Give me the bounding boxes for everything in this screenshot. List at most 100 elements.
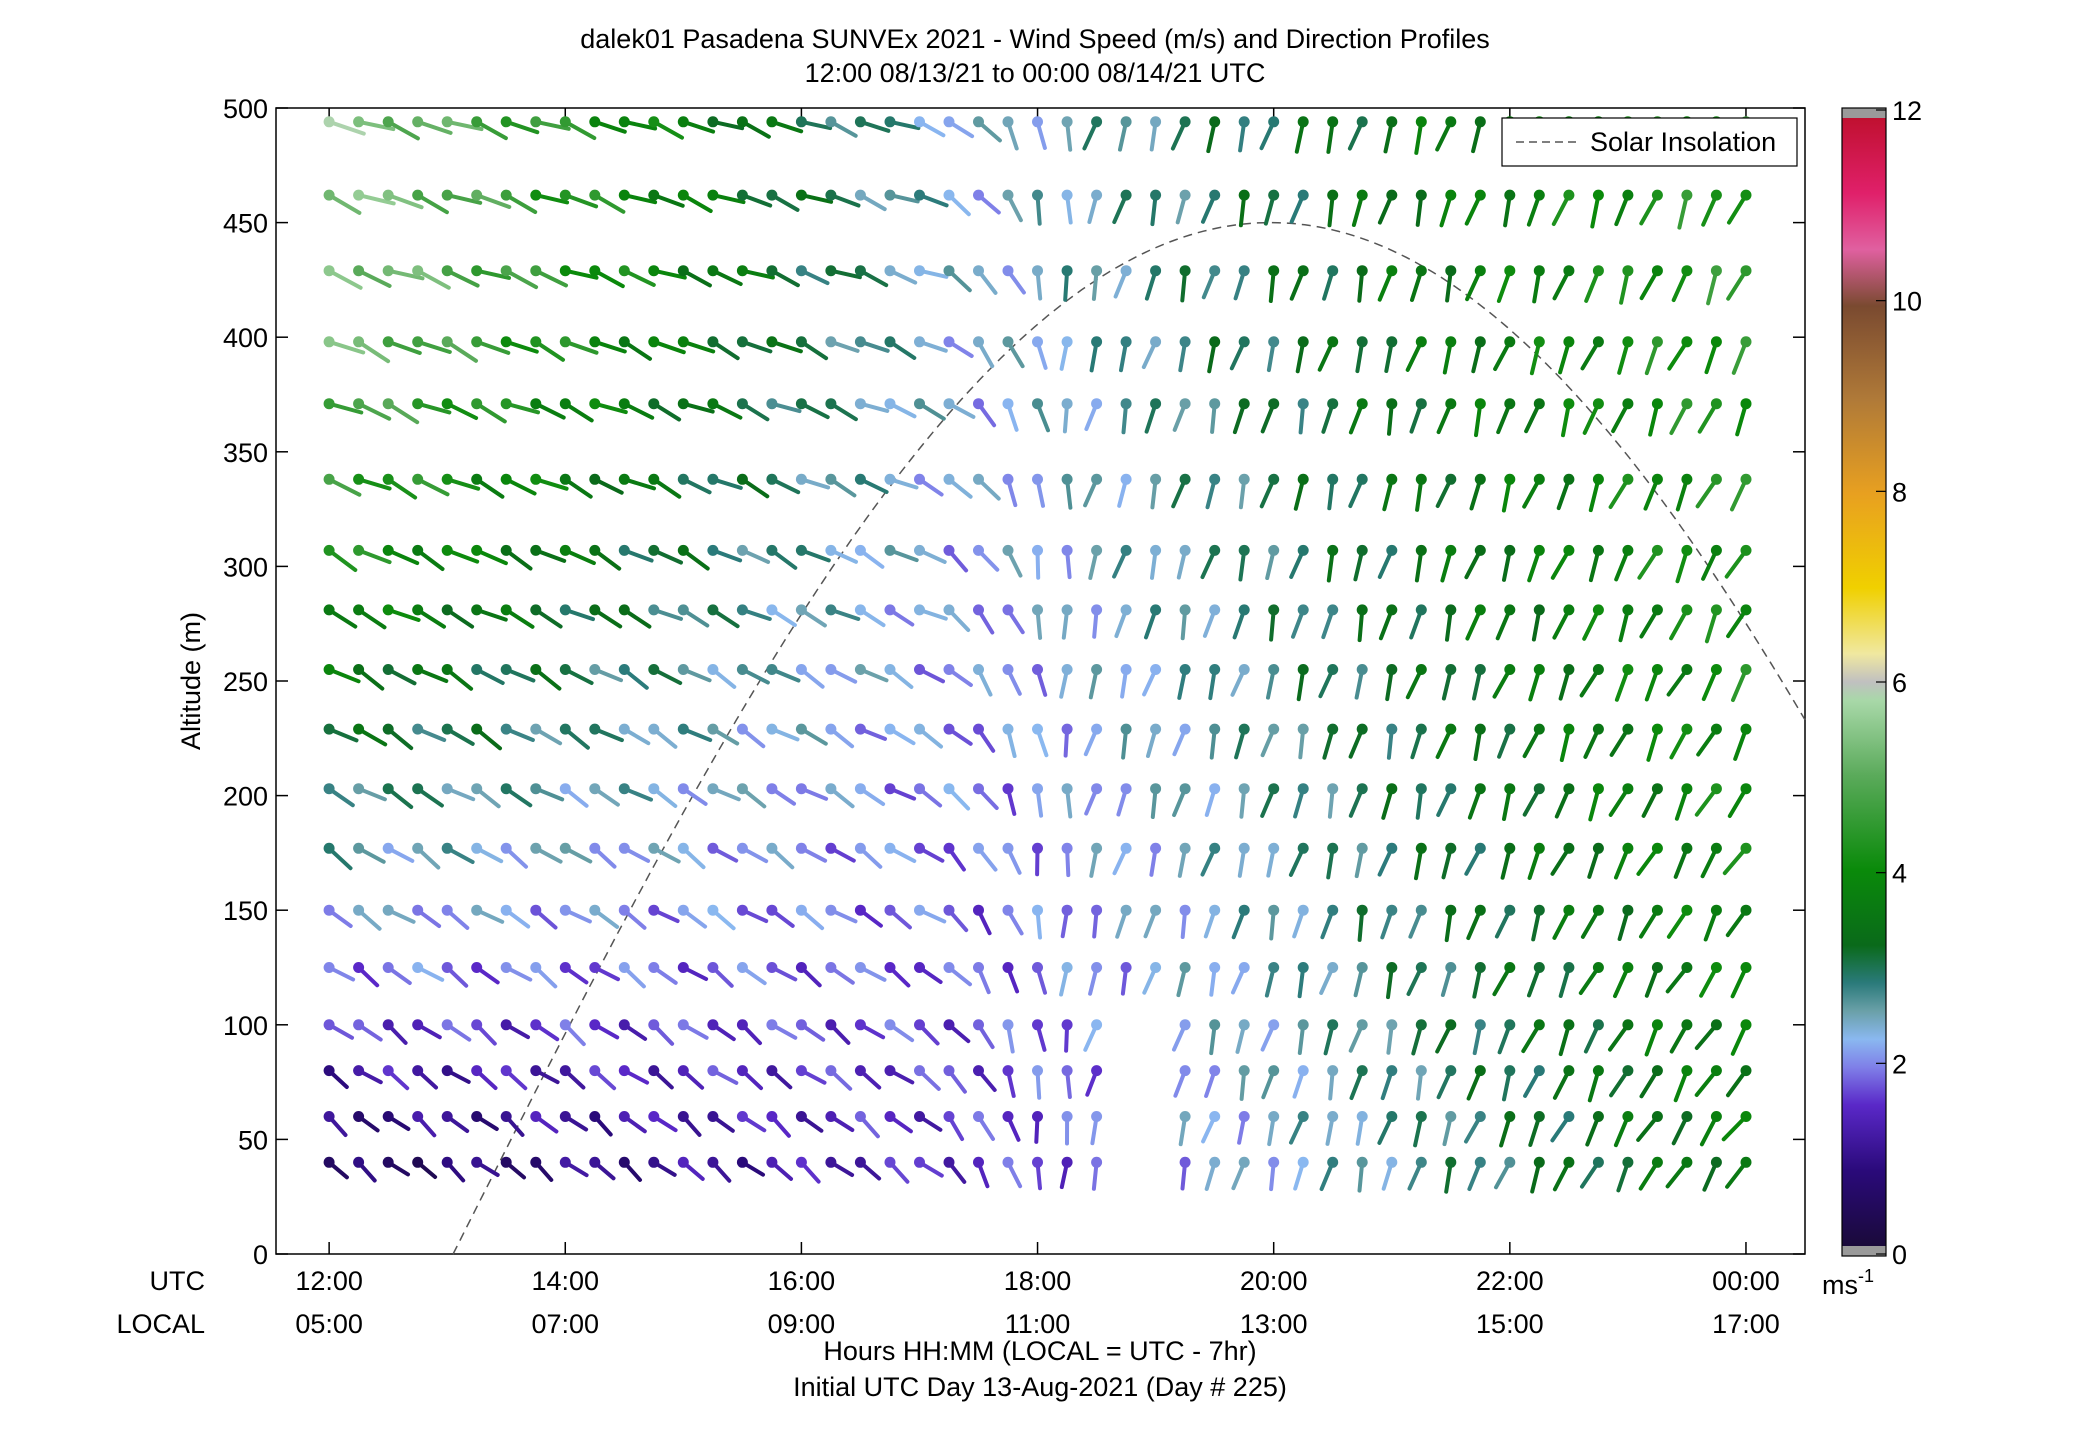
wind-barb-dot <box>737 1065 748 1076</box>
wind-barb-dot <box>1239 843 1250 854</box>
wind-barb-dot <box>353 336 364 347</box>
row-label-local: LOCAL <box>116 1309 205 1339</box>
wind-barb-dot <box>1445 604 1456 615</box>
wind-barb-dot <box>1032 1157 1043 1168</box>
wind-barb-dot <box>678 783 689 794</box>
wind-barb-dot <box>766 336 777 347</box>
wind-barb-dot <box>501 783 512 794</box>
wind-barb-dot <box>1534 843 1545 854</box>
wind-barb-dot <box>442 336 453 347</box>
wind-barb-dot <box>1504 545 1515 556</box>
wind-barb-dot <box>1416 724 1427 735</box>
wind-barb-dot <box>1180 843 1191 854</box>
wind-barb-dot <box>737 545 748 556</box>
wind-barb-dot <box>442 1019 453 1030</box>
wind-barb-dot <box>412 1065 423 1076</box>
wind-barb-dot <box>501 336 512 347</box>
wind-barb-dot <box>1268 664 1279 675</box>
wind-barb-dot <box>619 604 630 615</box>
wind-barb-dot <box>914 664 925 675</box>
wind-barb-dot <box>914 1019 925 1030</box>
wind-barb-dot <box>1741 1111 1752 1122</box>
wind-barb-dot <box>1445 905 1456 916</box>
wind-barb-dot <box>324 474 335 485</box>
y-tick-label: 400 <box>223 323 268 353</box>
wind-barb-dot <box>944 843 955 854</box>
wind-barb-dot <box>1593 905 1604 916</box>
wind-barb-dot <box>1298 1157 1309 1168</box>
wind-barb-dot <box>1445 398 1456 409</box>
wind-barb-dot <box>383 1157 394 1168</box>
wind-barb-dot <box>737 1157 748 1168</box>
wind-barb-dot <box>796 336 807 347</box>
wind-barb-dot <box>855 664 866 675</box>
wind-barb-dot <box>383 664 394 675</box>
wind-barb-dot <box>324 398 335 409</box>
wind-barb-dot <box>1622 724 1633 735</box>
wind-barb-dot <box>648 1019 659 1030</box>
wind-barb-dot <box>1121 474 1132 485</box>
wind-barb-dot <box>1327 1019 1338 1030</box>
wind-barb-dot <box>324 545 335 556</box>
colorbar-unit: ms-1 <box>1822 1266 1874 1300</box>
wind-barb-dot <box>1150 116 1161 127</box>
wind-barb-dot <box>589 905 600 916</box>
wind-barb-dot <box>1209 664 1220 675</box>
x-tick-label-utc: 12:00 <box>295 1266 363 1296</box>
wind-barb-dot <box>1534 905 1545 916</box>
wind-barb-dot <box>737 962 748 973</box>
wind-barb-dot <box>530 116 541 127</box>
wind-barb-dot <box>1741 604 1752 615</box>
wind-barb-dot <box>1741 783 1752 794</box>
wind-barb-dot <box>1062 1019 1073 1030</box>
wind-barb-dot <box>885 783 896 794</box>
wind-barb-dot <box>442 474 453 485</box>
wind-barb-dot <box>1622 265 1633 276</box>
wind-barb-dot <box>1416 783 1427 794</box>
wind-barb-dot <box>796 474 807 485</box>
wind-barb-dot <box>1386 1157 1397 1168</box>
wind-barb-dot <box>1593 783 1604 794</box>
wind-barb-dot <box>1445 724 1456 735</box>
wind-barb-dot <box>1150 336 1161 347</box>
wind-barb-dot <box>1180 336 1191 347</box>
wind-barb-dot <box>324 962 335 973</box>
wind-barb-dot <box>1003 843 1014 854</box>
wind-barb-dot <box>1622 1065 1633 1076</box>
wind-barb-dot <box>1504 190 1515 201</box>
wind-barb-dot <box>973 783 984 794</box>
wind-barb-dot <box>1475 905 1486 916</box>
wind-barb-dot <box>471 265 482 276</box>
wind-barb-dot <box>944 190 955 201</box>
wind-barb-dot <box>1711 1111 1722 1122</box>
wind-barb-dot <box>1150 664 1161 675</box>
wind-barb-dot <box>1091 1065 1102 1076</box>
wind-barb-dot <box>1681 265 1692 276</box>
wind-barb-dot <box>560 116 571 127</box>
wind-barb-dot <box>855 1157 866 1168</box>
wind-barb-dot <box>796 1157 807 1168</box>
wind-barb-dot <box>1563 905 1574 916</box>
wind-barb-dot <box>530 1111 541 1122</box>
wind-barb-dot <box>973 905 984 916</box>
wind-barb-dot <box>619 545 630 556</box>
wind-barb-dot <box>973 116 984 127</box>
wind-barb-dot <box>589 1019 600 1030</box>
wind-barb-dot <box>944 1157 955 1168</box>
wind-barb-dot <box>501 474 512 485</box>
wind-barb-dot <box>825 843 836 854</box>
wind-barb-dot <box>737 604 748 615</box>
wind-barb-dot <box>648 545 659 556</box>
wind-barb-dot <box>885 1157 896 1168</box>
wind-barb-dot <box>1357 398 1368 409</box>
wind-barb-dot <box>1032 265 1043 276</box>
wind-barb-dot <box>471 116 482 127</box>
wind-barb-dot <box>737 336 748 347</box>
wind-barb-dot <box>619 1111 630 1122</box>
wind-barb-dot <box>914 843 925 854</box>
wind-barb-dot <box>648 398 659 409</box>
wind-barb-dot <box>1298 1019 1309 1030</box>
wind-barb-dot <box>589 604 600 615</box>
wind-barb-dot <box>1209 265 1220 276</box>
wind-barb-dot <box>442 604 453 615</box>
